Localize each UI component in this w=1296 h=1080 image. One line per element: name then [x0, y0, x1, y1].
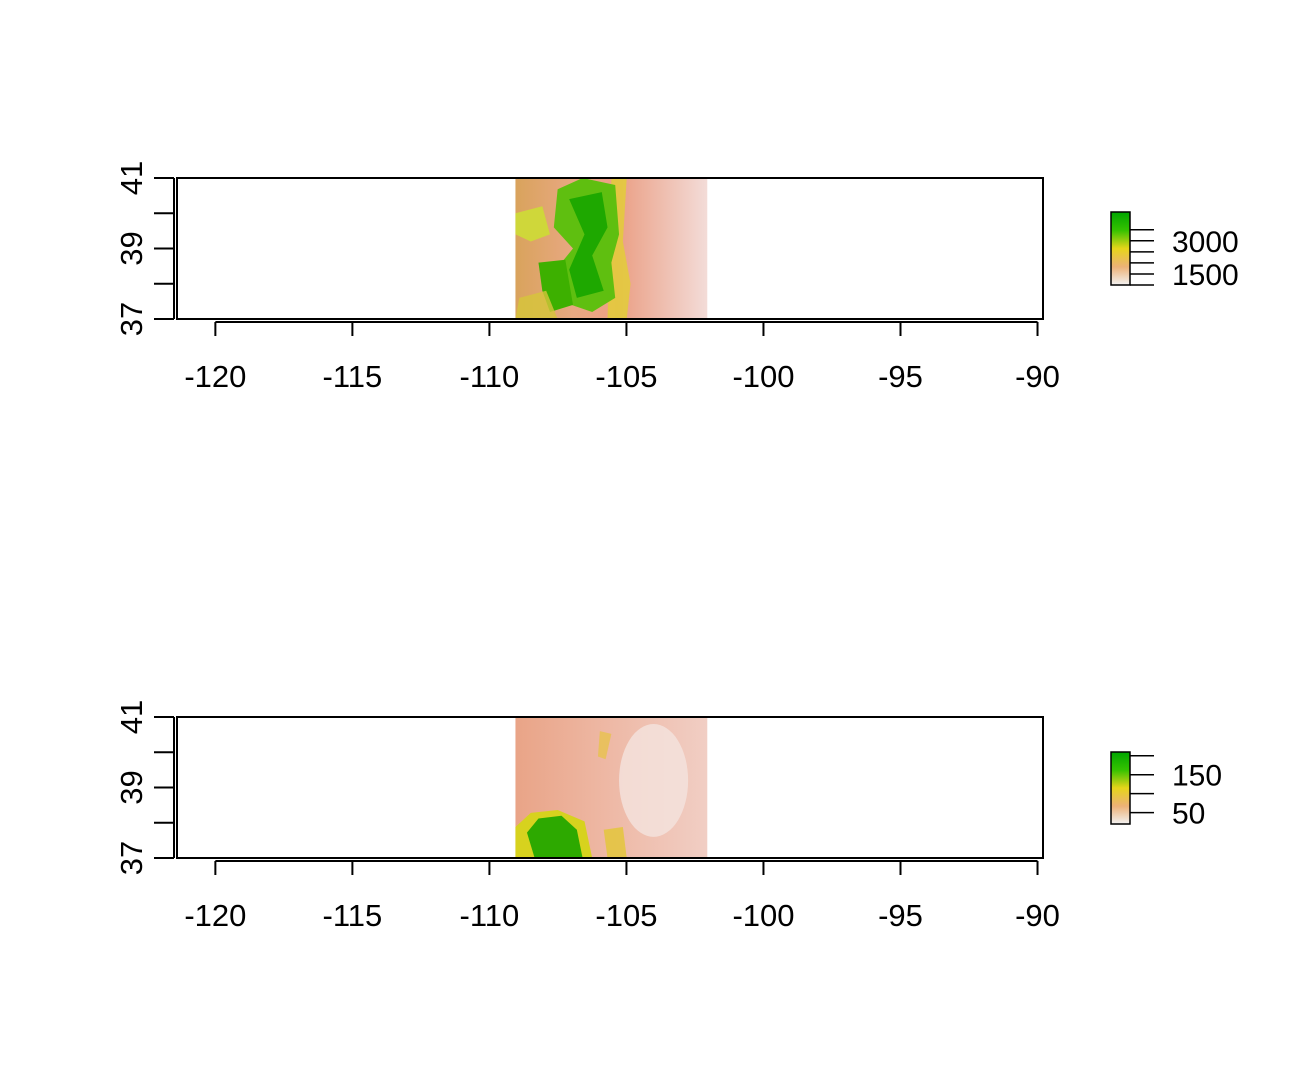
legend-gradient	[1110, 211, 1131, 286]
x-tick-label: -105	[595, 898, 657, 933]
legend-tick-label: 3000	[1172, 226, 1239, 259]
x-tick-label: -90	[1015, 898, 1060, 933]
x-tick-label: -110	[460, 898, 520, 933]
x-tick-label: -90	[1015, 359, 1060, 394]
raster-image	[515, 178, 708, 319]
plot-frame	[176, 716, 1044, 859]
legend-tick-label: 150	[1172, 760, 1222, 793]
y-tick-label: 41	[114, 700, 149, 734]
y-tick-label: 37	[114, 841, 149, 875]
x-tick-label: -100	[732, 898, 794, 933]
y-tick-label: 39	[114, 231, 149, 265]
x-tick-label: -95	[878, 898, 923, 933]
plot-frame	[176, 177, 1044, 320]
y-tick-label: 39	[114, 770, 149, 804]
legend-tick-label: 1500	[1172, 259, 1239, 292]
x-tick-label: -115	[323, 898, 383, 933]
x-tick-label: -115	[323, 359, 383, 394]
raster-image	[515, 717, 708, 858]
x-tick-label: -120	[184, 898, 246, 933]
legend-gradient	[1110, 751, 1131, 825]
legend-tick-label: 50	[1172, 798, 1205, 831]
x-tick-label: -100	[732, 359, 794, 394]
x-tick-label: -120	[184, 359, 246, 394]
x-tick-label: -95	[878, 359, 923, 394]
x-tick-label: -110	[460, 359, 520, 394]
y-tick-label: 41	[114, 161, 149, 195]
y-tick-label: 37	[114, 302, 149, 336]
x-tick-label: -105	[595, 359, 657, 394]
